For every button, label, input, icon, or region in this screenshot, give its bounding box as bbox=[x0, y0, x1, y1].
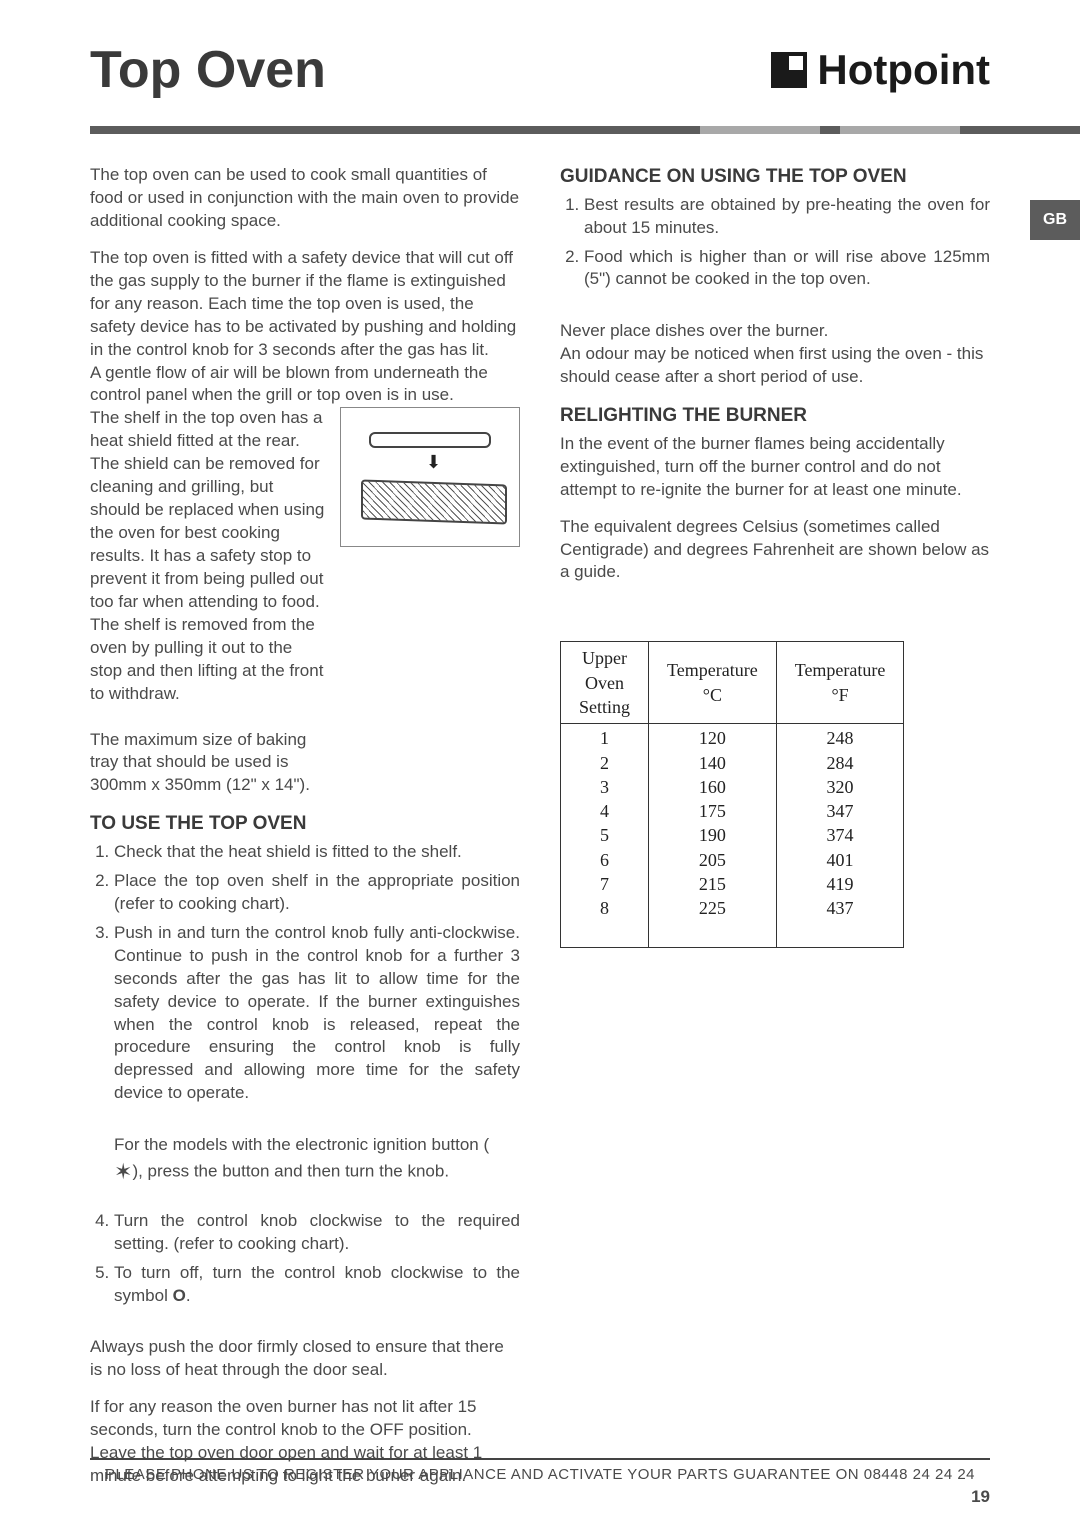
shelf-grid-icon bbox=[361, 480, 507, 525]
ignition-suffix: ), press the button and then turn the kn… bbox=[132, 1161, 449, 1180]
table-header: Temperature°F bbox=[776, 642, 904, 724]
right-column: GUIDANCE ON USING THE TOP OVEN Best resu… bbox=[560, 164, 990, 1502]
table-body-row: 1 2 3 4 5 6 7 8 120 140 160 175 190 205 … bbox=[561, 724, 904, 948]
footer-text: PLEASE PHONE US TO REGISTER YOUR APPLIAN… bbox=[90, 1458, 990, 1483]
list-item: Food which is higher than or will rise a… bbox=[584, 246, 990, 292]
list-item: Turn the control knob clockwise to the r… bbox=[114, 1210, 520, 1256]
list-item: Best results are obtained by pre-heating… bbox=[584, 194, 990, 240]
table-header-row: UpperOvenSetting Temperature°C Temperatu… bbox=[561, 642, 904, 724]
content-columns: The top oven can be used to cook small q… bbox=[0, 164, 1080, 1502]
intro-paragraph: The top oven is fitted with a safety dev… bbox=[90, 247, 520, 362]
intro-paragraph: The top oven can be used to cook small q… bbox=[90, 164, 520, 233]
table-cell: 1 2 3 4 5 6 7 8 bbox=[561, 724, 649, 948]
door-note: Always push the door firmly closed to en… bbox=[90, 1336, 520, 1382]
brand-text: Hotpoint bbox=[817, 46, 990, 94]
ignition-note: For the models with the electronic ignit… bbox=[90, 1134, 520, 1187]
language-tab: GB bbox=[1030, 200, 1080, 240]
odour-note: An odour may be noticed when first using… bbox=[560, 343, 990, 389]
page-header: Top Oven Hotpoint bbox=[0, 0, 1080, 120]
spark-icon: ✶ bbox=[114, 1157, 132, 1187]
shelf-paragraph: The shelf in the top oven has a heat shi… bbox=[90, 407, 328, 705]
list-item: Check that the heat shield is fitted to … bbox=[114, 841, 520, 864]
rule-accent-2 bbox=[840, 126, 960, 134]
guidance-heading: GUIDANCE ON USING THE TOP OVEN bbox=[560, 164, 990, 190]
list-item: Place the top oven shelf in the appropri… bbox=[114, 870, 520, 916]
table-header: UpperOvenSetting bbox=[561, 642, 649, 724]
table-cell: 120 140 160 175 190 205 215 225 bbox=[649, 724, 777, 948]
relight-heading: RELIGHTING THE BURNER bbox=[560, 403, 990, 429]
temperature-table: UpperOvenSetting Temperature°C Temperatu… bbox=[560, 641, 904, 948]
list-item: Push in and turn the control knob fully … bbox=[114, 922, 520, 1106]
tray-size-note: The maximum size of baking tray that sho… bbox=[90, 729, 328, 798]
page-number: 19 bbox=[971, 1487, 990, 1507]
use-steps-list: Check that the heat shield is fitted to … bbox=[90, 841, 520, 1105]
shelf-arrow-icon: ⬇ bbox=[426, 450, 441, 474]
shelf-info-block: The shelf in the top oven has a heat shi… bbox=[90, 407, 520, 797]
use-steps-list-cont: Turn the control knob clockwise to the r… bbox=[90, 1210, 520, 1308]
relight-body: In the event of the burner flames being … bbox=[560, 433, 990, 502]
use-top-oven-heading: TO USE THE TOP OVEN bbox=[90, 811, 520, 837]
table-cell: 248 284 320 347 374 401 419 437 bbox=[776, 724, 904, 948]
guidance-list: Best results are obtained by pre-heating… bbox=[560, 194, 990, 292]
shelf-diagram: ⬇ bbox=[340, 407, 520, 547]
equivalence-note: The equivalent degrees Celsius (sometime… bbox=[560, 516, 990, 585]
list-item: To turn off, turn the control knob clock… bbox=[114, 1262, 520, 1308]
page-title: Top Oven bbox=[90, 40, 326, 100]
shelf-info-text: The shelf in the top oven has a heat shi… bbox=[90, 407, 328, 797]
brand-logo: Hotpoint bbox=[771, 46, 990, 94]
never-note: Never place dishes over the burner. bbox=[560, 320, 990, 343]
table-header: Temperature°C bbox=[649, 642, 777, 724]
shelf-top-icon bbox=[369, 432, 491, 448]
intro-paragraph: A gentle flow of air will be blown from … bbox=[90, 362, 520, 408]
brand-square-icon bbox=[771, 52, 807, 88]
left-column: The top oven can be used to cook small q… bbox=[90, 164, 520, 1502]
header-rule bbox=[0, 126, 1080, 134]
ignition-prefix: For the models with the electronic ignit… bbox=[114, 1135, 489, 1154]
rule-accent-1 bbox=[700, 126, 820, 134]
